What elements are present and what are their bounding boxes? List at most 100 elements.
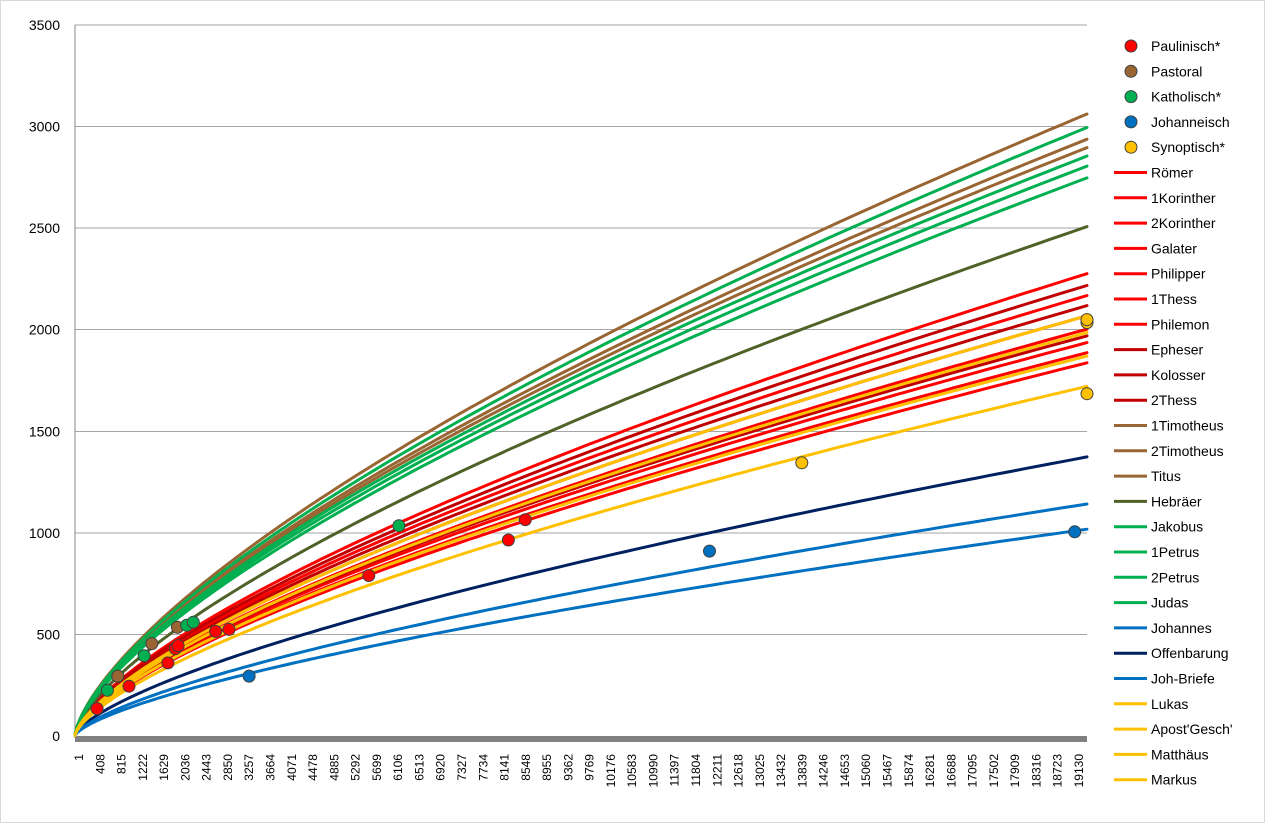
x-tick-label: 8548 xyxy=(519,754,533,781)
x-tick-label: 15060 xyxy=(859,754,873,788)
x-tick-label: 5292 xyxy=(349,754,363,781)
legend-label: Offenbarung xyxy=(1151,645,1229,661)
legend-label: Johannes xyxy=(1151,620,1212,636)
legend-label: Katholisch* xyxy=(1151,89,1222,105)
legend-label: Galater xyxy=(1151,240,1197,256)
x-tick-label: 2036 xyxy=(178,754,192,781)
point-johanneisch xyxy=(242,669,256,683)
x-tick-label: 2443 xyxy=(200,754,214,781)
x-tick-label: 2850 xyxy=(221,754,235,781)
axes: 0 500 1000 1500 2000 2500 3000 3500 1 408 815 1222 1… xyxy=(29,17,1087,787)
curve-markus xyxy=(73,384,1089,738)
legend-marker xyxy=(1124,90,1138,104)
legend-label: Jakobus xyxy=(1151,519,1203,535)
data-points xyxy=(90,313,1094,716)
curve-apost-gesch- xyxy=(73,331,1089,737)
curve-joh-briefe xyxy=(73,502,1089,738)
point-paulinisch- xyxy=(362,569,376,582)
legend-label: Matthäus xyxy=(1151,746,1209,762)
gridlines xyxy=(75,24,1087,635)
legend-marker xyxy=(1124,115,1138,129)
x-tick-label: 6513 xyxy=(412,754,426,781)
x-tick-label: 17909 xyxy=(1008,754,1022,788)
x-tick-label: 19130 xyxy=(1072,754,1086,788)
legend-label: 2Thess xyxy=(1151,392,1197,408)
x-tick-label: 4885 xyxy=(327,754,341,781)
legend: Paulinisch* Pastoral Katholisch* Johanneisc… xyxy=(1114,38,1233,788)
x-tick-label: 6920 xyxy=(434,754,448,781)
x-tick-label: 10583 xyxy=(625,754,639,788)
x-axis-band xyxy=(75,736,1087,742)
curve-johannes xyxy=(73,527,1089,738)
y-tick-label: 3000 xyxy=(29,119,60,135)
legend-label: Philemon xyxy=(1151,316,1209,332)
x-tick-label: 10990 xyxy=(646,754,660,788)
x-tick-label: 3257 xyxy=(242,754,256,781)
x-tick-label: 7327 xyxy=(455,754,469,781)
legend-label: Joh-Briefe xyxy=(1151,671,1215,687)
y-tick-label: 0 xyxy=(52,728,60,744)
legend-label: Lukas xyxy=(1151,696,1188,712)
legend-label: Markus xyxy=(1151,772,1197,788)
legend-label: Epheser xyxy=(1151,342,1203,358)
point-paulinisch- xyxy=(161,656,175,670)
x-tick-label: 5699 xyxy=(370,754,384,781)
x-tick-label: 3664 xyxy=(263,754,277,781)
point-katholisch- xyxy=(186,615,200,629)
x-tick-label: 11804 xyxy=(689,754,703,787)
point-katholisch- xyxy=(100,683,114,697)
x-tick-label: 4071 xyxy=(285,754,299,781)
legend-label: 1Thess xyxy=(1151,291,1197,307)
legend-label: 2Petrus xyxy=(1151,569,1199,585)
point-johanneisch xyxy=(1068,525,1082,539)
x-tick-label: 6106 xyxy=(391,754,405,781)
point-paulinisch- xyxy=(501,533,515,547)
point-katholisch- xyxy=(392,519,406,533)
x-tick-label: 16281 xyxy=(923,754,937,788)
legend-marker xyxy=(1124,140,1138,154)
y-tick-label: 500 xyxy=(37,626,61,642)
legend-label: Pastoral xyxy=(1151,63,1202,79)
x-tick-label: 10176 xyxy=(604,754,618,788)
y-tick-label: 1500 xyxy=(29,423,60,439)
x-tick-label: 18316 xyxy=(1029,754,1043,788)
y-tick-label: 2500 xyxy=(29,220,60,236)
point-katholisch- xyxy=(137,649,151,663)
legend-label: Philipper xyxy=(1151,266,1206,282)
x-tick-label: 815 xyxy=(115,754,129,774)
x-tick-label: 9362 xyxy=(561,754,575,781)
legend-label: Synoptisch* xyxy=(1151,139,1225,155)
x-tick-label: 9769 xyxy=(583,754,597,781)
legend-label: 2Korinther xyxy=(1151,215,1216,231)
x-tick-label: 4478 xyxy=(306,754,320,781)
point-paulinisch- xyxy=(171,639,185,653)
legend-label: 2Timotheus xyxy=(1151,443,1224,459)
legend-label: Apost'Gesch' xyxy=(1151,721,1233,737)
x-tick-label: 7734 xyxy=(476,754,490,781)
curve-matth-us xyxy=(73,354,1089,737)
x-tick-label: 1222 xyxy=(136,754,150,781)
x-tick-label: 1 xyxy=(72,754,86,761)
legend-label: Römer xyxy=(1151,165,1193,181)
point-pastoral xyxy=(145,637,159,651)
x-tick-label: 408 xyxy=(93,754,107,774)
legend-marker xyxy=(1124,64,1138,78)
y-tick-label: 1000 xyxy=(29,525,60,541)
point-paulinisch- xyxy=(209,624,223,638)
x-tick-label: 12211 xyxy=(710,754,724,787)
x-tick-label: 12618 xyxy=(732,754,746,788)
legend-label: 1Petrus xyxy=(1151,544,1199,560)
x-tick-label: 15467 xyxy=(881,754,895,788)
x-tick-label: 14653 xyxy=(838,754,852,788)
point-synoptisch- xyxy=(1080,387,1094,401)
x-tick-label: 18723 xyxy=(1051,754,1065,788)
x-tick-label: 11397 xyxy=(668,754,682,787)
legend-label: Paulinisch* xyxy=(1151,38,1221,54)
x-tick-label: 1629 xyxy=(157,754,171,781)
legend-label: Titus xyxy=(1151,468,1181,484)
x-tick-label: 14246 xyxy=(817,754,831,788)
point-synoptisch- xyxy=(795,456,809,470)
x-tick-label: 13839 xyxy=(795,754,809,788)
